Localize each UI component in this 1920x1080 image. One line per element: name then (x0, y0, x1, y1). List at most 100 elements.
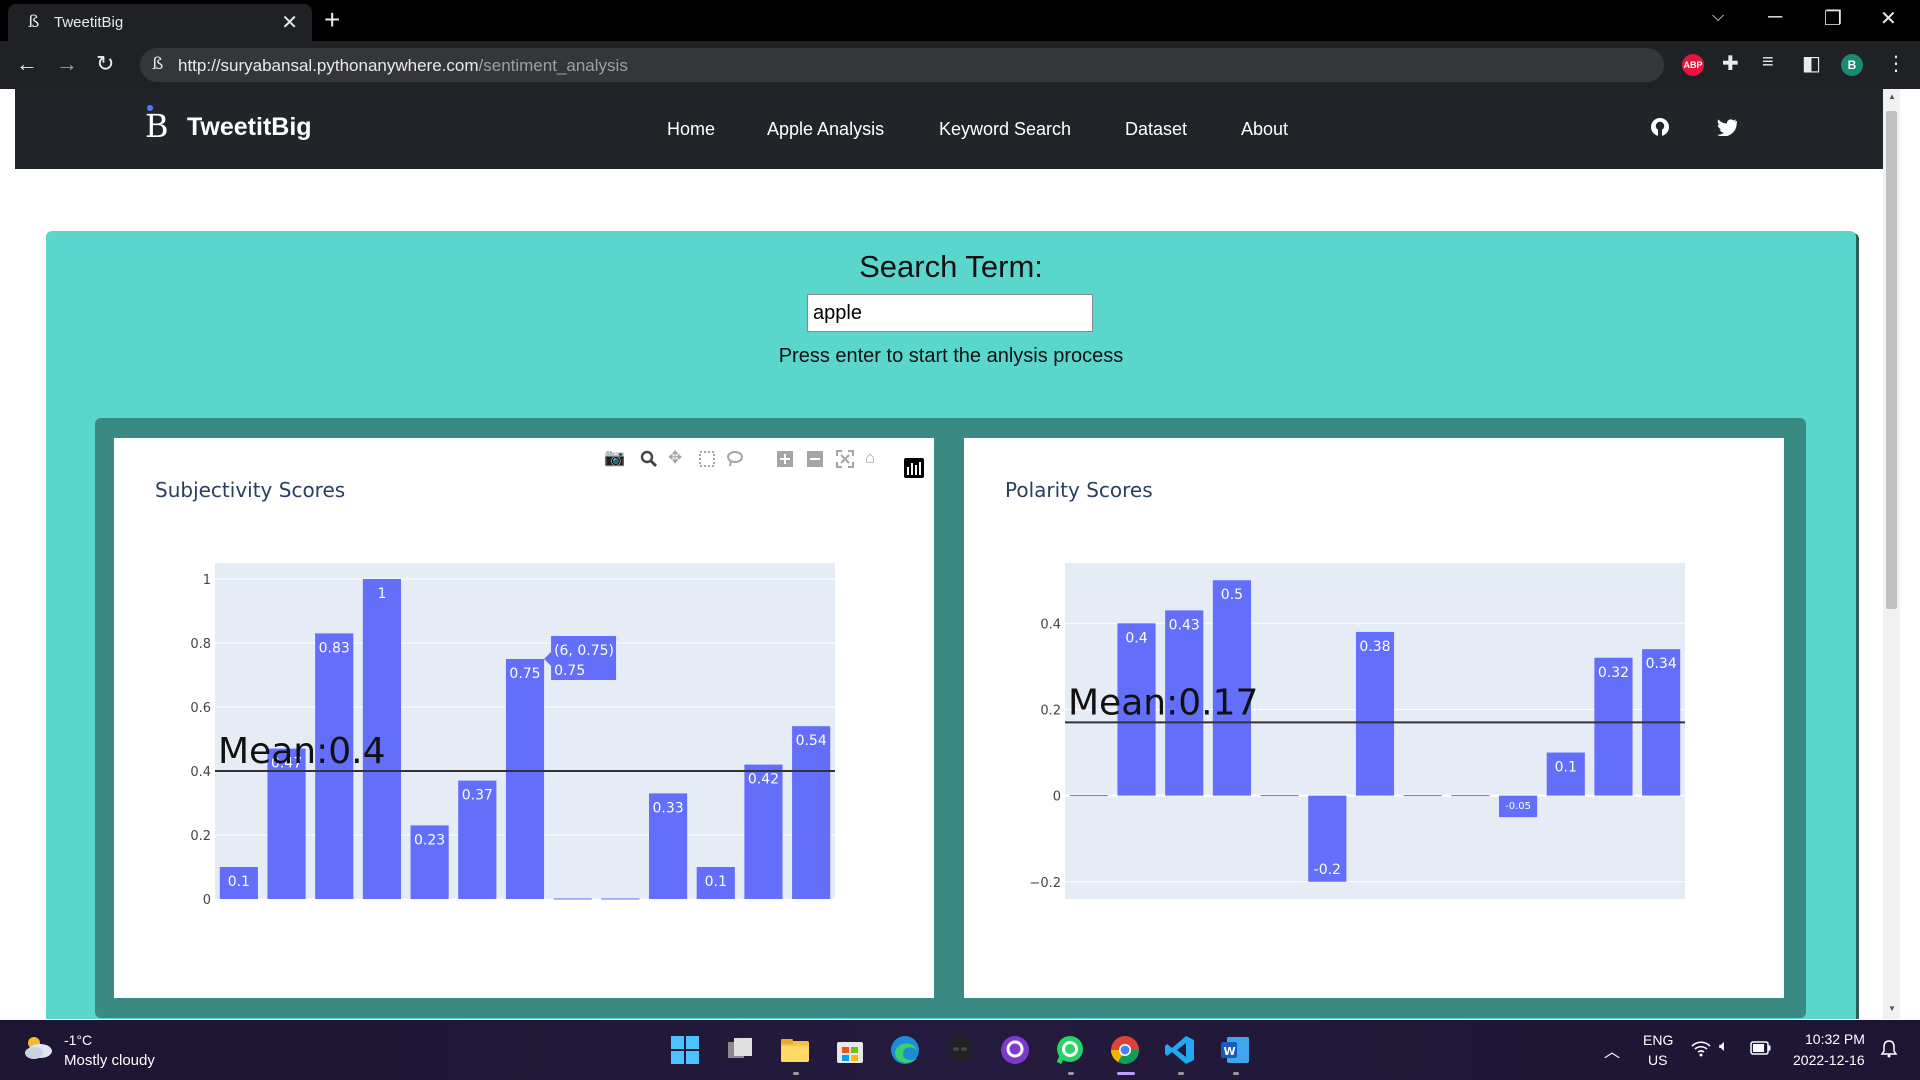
clock-date[interactable]: 2022-12-16 (1793, 1052, 1865, 1068)
word-icon[interactable]: W (1219, 1034, 1251, 1066)
bar (1546, 752, 1585, 796)
search-heading: Search Term: (859, 249, 1043, 284)
bar (362, 579, 401, 899)
new-tab-button[interactable]: + (324, 4, 341, 35)
bar-value-label: 1 (377, 586, 386, 602)
back-button[interactable]: ← (16, 51, 38, 76)
show-hidden-icons-icon[interactable]: ︿ (1604, 1044, 1621, 1061)
pan-icon[interactable]: ✥ (668, 448, 683, 467)
scrollbar-thumb[interactable] (1886, 111, 1897, 609)
language-us[interactable]: US (1648, 1052, 1668, 1068)
hover-box (544, 636, 617, 680)
minimize-button[interactable]: ─ (1768, 6, 1783, 28)
volume-icon[interactable]: 🔈︎ (1719, 1038, 1729, 1055)
y-tick-label: 0.4 (1040, 617, 1061, 632)
bar-value-label: 0.43 (1169, 617, 1200, 633)
profile-avatar[interactable]: B (1841, 54, 1863, 76)
side-panel-icon[interactable]: ◧ (1802, 53, 1821, 75)
wifi-icon[interactable] (1691, 1041, 1711, 1057)
zoom-in-icon[interactable] (776, 450, 794, 468)
site-info-icon[interactable]: ß (152, 54, 164, 74)
clock-time[interactable]: 10:32 PM (1805, 1031, 1865, 1047)
word-indicator (1233, 1072, 1239, 1075)
language-eng[interactable]: ENG (1643, 1032, 1674, 1048)
page-scrollbar[interactable]: ▲ ▼ (1883, 89, 1900, 1019)
cloudy-weather-icon[interactable] (22, 1034, 54, 1060)
brand-name[interactable]: TweetitBig (187, 113, 312, 141)
battery-icon[interactable] (1750, 1041, 1772, 1055)
browser-tab-strip: ß TweetitBig ✕ + ⌵ ─ ❐ ✕ (0, 0, 1920, 41)
bar (315, 633, 354, 899)
windows-start-icon[interactable] (669, 1034, 701, 1066)
hover-text-coords: (6, 0.75) (554, 643, 614, 659)
camera-icon[interactable]: 📷 (604, 448, 626, 467)
bar (1499, 795, 1538, 818)
bar (1451, 795, 1490, 797)
bar (1260, 795, 1299, 797)
polarity-panel: Polarity Scores −0.2 0 0.2 0.4 0.4 0.43 0.5 -0.… (964, 438, 1784, 998)
github-desktop-icon[interactable] (999, 1034, 1031, 1066)
close-tab-icon[interactable]: ✕ (281, 12, 298, 34)
zoom-out-icon[interactable] (806, 450, 824, 468)
zoom-icon[interactable] (640, 450, 658, 468)
whatsapp-icon[interactable] (1054, 1034, 1086, 1066)
bar-value-label: 0.47 (271, 756, 302, 772)
brand-logo-icon[interactable]: B (145, 105, 169, 145)
browser-toolbar: ← → ↻ ß http://suryabansal.pythonanywher… (0, 41, 1920, 89)
nav-apple-analysis[interactable]: Apple Analysis (767, 119, 885, 139)
bar-value-label: 0.54 (796, 733, 827, 749)
alienware-icon[interactable] (944, 1034, 976, 1066)
mean-annotation: Mean:0.4 (218, 731, 385, 772)
site-favicon-icon: ß (28, 12, 40, 32)
search-input[interactable] (807, 294, 1093, 332)
bar (1355, 631, 1395, 796)
media-queue-icon[interactable]: ≡ (1762, 51, 1774, 73)
box-select-icon[interactable] (698, 450, 716, 468)
address-bar[interactable]: ß http://suryabansal.pythonanywhere.com/… (140, 48, 1664, 82)
microsoft-store-icon[interactable] (834, 1034, 866, 1066)
bar-value-label: -0.2 (1314, 862, 1341, 878)
tab-search-icon[interactable]: ⌵ (1712, 8, 1725, 25)
task-view-icon[interactable] (724, 1034, 756, 1066)
github-icon[interactable] (1650, 117, 1670, 137)
nav-dataset[interactable]: Dataset (1125, 119, 1188, 139)
y-tick-label: 0.2 (190, 829, 211, 844)
browser-tab[interactable]: ß TweetitBig ✕ (8, 4, 312, 41)
autoscale-icon[interactable] (836, 450, 854, 468)
bar-value-label: 0.34 (1646, 656, 1677, 672)
home-reset-icon[interactable]: ⌂ (865, 448, 876, 467)
forward-button[interactable]: → (56, 51, 78, 76)
notifications-icon[interactable] (1880, 1040, 1898, 1058)
subjectivity-title: Subjectivity Scores (155, 478, 346, 502)
extensions-puzzle-icon[interactable]: ✚ (1722, 53, 1739, 75)
subjectivity-chart[interactable]: 0 0.2 0.4 0.6 0.8 1 0.1 0.47 0.83 1 0.23 0.37 0.75 0.… (114, 438, 934, 998)
close-window-button[interactable]: ✕ (1880, 8, 1897, 30)
restore-button[interactable]: ❐ (1824, 8, 1842, 30)
bar (219, 867, 258, 899)
vscode-indicator (1178, 1072, 1184, 1075)
edge-browser-icon[interactable] (889, 1034, 921, 1066)
twitter-icon[interactable] (1717, 119, 1737, 136)
lasso-select-icon[interactable] (726, 450, 744, 468)
file-explorer-icon[interactable] (779, 1034, 811, 1066)
charts-container: 📷 ✥ ⌂ Subjectivity Scores 0 0.2 0.4 0.6 0.8 1… (95, 418, 1806, 1018)
nav-home[interactable]: Home (667, 119, 716, 139)
nav-keyword-search[interactable]: Keyword Search (939, 119, 1072, 139)
bar-value-label: 0.1 (228, 874, 250, 890)
y-tick-label: −0.2 (1029, 876, 1061, 891)
file-explorer-indicator (793, 1072, 799, 1075)
browser-menu-icon[interactable]: ⋮ (1886, 53, 1906, 75)
polarity-chart[interactable]: −0.2 0 0.2 0.4 0.4 0.43 0.5 -0.2 0.38 -0.05 0.1 0.3… (964, 438, 1784, 998)
bar (1308, 795, 1347, 882)
chrome-active-indicator (1117, 1072, 1135, 1075)
bar (1117, 623, 1156, 796)
mean-annotation: Mean:0.17 (1068, 682, 1258, 723)
nav-about[interactable]: About (1241, 119, 1289, 139)
reload-button[interactable]: ↻ (96, 51, 115, 76)
chrome-icon[interactable] (1109, 1034, 1141, 1066)
temperature: -1°C (64, 1032, 93, 1048)
bar (1165, 610, 1204, 796)
vscode-icon[interactable] (1164, 1034, 1196, 1066)
plotly-logo-icon[interactable] (904, 458, 924, 478)
adblock-extension-icon[interactable]: ABP (1682, 54, 1704, 76)
